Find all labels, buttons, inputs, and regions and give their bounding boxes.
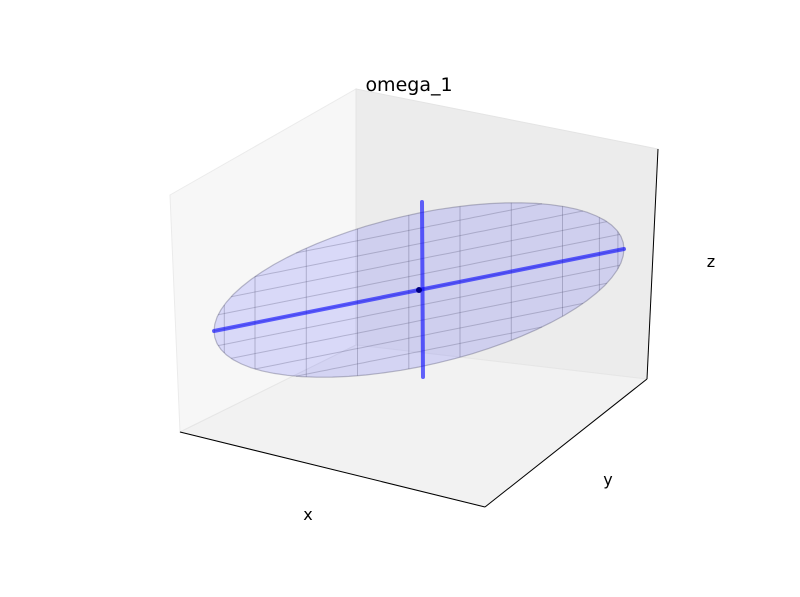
x-axis-label: x — [303, 505, 312, 524]
mesh-line-longitude — [295, 203, 543, 254]
ellipsoid-center-point — [416, 287, 422, 293]
axes-panes — [169, 88, 659, 508]
mesh-line-longitude — [254, 210, 584, 278]
chart-title: omega_1 — [365, 74, 452, 96]
mesh-line-longitude — [218, 233, 620, 316]
mesh-line-longitude — [231, 221, 607, 298]
axis-lines — [179, 148, 659, 508]
mesh-line-longitude — [295, 326, 543, 377]
mesh-line-longitude — [218, 264, 620, 347]
z-axis-line — [646, 148, 659, 380]
x-axis-line — [179, 431, 486, 508]
principal-axes — [212, 200, 626, 379]
mesh-line-longitude — [254, 302, 584, 370]
mesh-line-longitude — [231, 282, 607, 359]
z-axis-label: z — [707, 252, 715, 271]
y-axis-line — [484, 378, 648, 508]
principal-axis-minor — [420, 200, 425, 379]
y-axis-label: y — [603, 470, 612, 489]
